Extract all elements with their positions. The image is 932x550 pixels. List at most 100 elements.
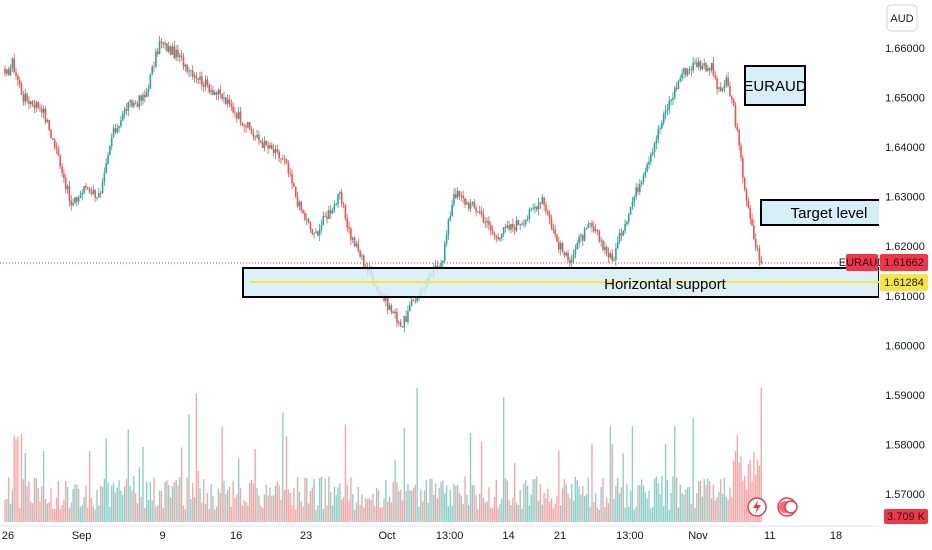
candle-body xyxy=(149,74,152,89)
candle-body xyxy=(48,120,50,131)
candle-body xyxy=(280,158,282,160)
target-level-box[interactable]: Target level xyxy=(760,199,886,226)
volume-bar xyxy=(491,508,494,522)
candle-body xyxy=(329,210,332,214)
volume-bar xyxy=(648,490,650,522)
volume-bar xyxy=(663,505,665,522)
candle-body xyxy=(396,311,398,323)
volume-bar xyxy=(335,495,337,522)
volume-bar xyxy=(158,490,161,522)
candle-body xyxy=(600,240,602,242)
volume-bar xyxy=(320,476,323,522)
candle-body xyxy=(412,299,415,301)
volume-bar xyxy=(138,467,141,522)
dividends-icon[interactable] xyxy=(777,497,798,517)
volume-bar xyxy=(694,508,696,522)
lightning-icon[interactable] xyxy=(747,497,767,517)
volume-bar xyxy=(580,494,582,522)
volume-bar xyxy=(144,507,146,522)
candle-body xyxy=(605,246,608,254)
volume-bar xyxy=(254,449,256,522)
candle-body xyxy=(29,101,32,104)
candle-body xyxy=(206,79,209,85)
candle-body xyxy=(622,231,625,236)
candle-body xyxy=(723,85,726,89)
volume-bar xyxy=(637,485,639,522)
candle-body xyxy=(515,220,518,231)
volume-badge: 3.709 K xyxy=(884,509,928,524)
volume-bar xyxy=(377,489,380,522)
candle-body xyxy=(523,223,525,225)
candle-body xyxy=(508,225,510,230)
candle-body xyxy=(219,89,222,94)
candle-body xyxy=(213,92,216,95)
volume-bar xyxy=(236,494,238,522)
volume-bar xyxy=(20,434,23,522)
volume-bar xyxy=(677,507,680,522)
volume-bar xyxy=(565,484,567,522)
volume-bar xyxy=(431,479,433,522)
candle-body xyxy=(677,80,680,89)
volume-bar xyxy=(41,486,43,522)
volume-bar xyxy=(287,489,290,522)
candle-body xyxy=(696,62,698,67)
volume-bar xyxy=(92,506,95,522)
candle-body xyxy=(672,97,674,100)
candle-body xyxy=(650,154,652,162)
volume-bar xyxy=(561,487,564,522)
volume-bar xyxy=(445,485,448,522)
volume-bar xyxy=(188,414,190,522)
candle-body xyxy=(271,145,273,150)
volume-bar xyxy=(664,444,667,522)
horizontal-support-zone[interactable]: Horizontal support xyxy=(242,267,880,298)
candle-body xyxy=(147,88,150,92)
candle-body xyxy=(59,155,61,167)
candle-body xyxy=(171,46,174,55)
candle-body xyxy=(745,189,748,201)
volume-bar xyxy=(650,508,652,522)
candle-body xyxy=(616,242,619,249)
volume-bar xyxy=(453,483,455,522)
candle-body xyxy=(28,100,30,104)
volume-bar xyxy=(399,489,402,522)
candle-body xyxy=(756,248,759,249)
candle-body xyxy=(491,230,494,234)
time-axis[interactable]: 26 Sep 9 16 23 Oct 13:00 14 21 13:00 Nov 11 18 xyxy=(0,525,879,542)
candle-body xyxy=(15,72,17,76)
volume-bar xyxy=(398,491,400,522)
candle-body xyxy=(197,78,199,80)
candle-body xyxy=(694,62,696,64)
volume-bar xyxy=(123,486,126,522)
candle-body xyxy=(18,80,21,85)
candle-body xyxy=(524,219,527,225)
volume-bar xyxy=(256,487,258,522)
volume-bar xyxy=(409,490,411,522)
volume-bar xyxy=(348,500,350,522)
candle-body xyxy=(133,103,135,107)
volume-bar xyxy=(208,508,210,522)
volume-bar xyxy=(37,487,39,522)
volume-bar xyxy=(42,451,45,522)
volume-bar xyxy=(326,505,328,522)
volume-bar xyxy=(339,483,341,522)
time-tick-label: Sep xyxy=(72,530,92,542)
volume-bar xyxy=(569,498,571,522)
candle-body xyxy=(397,322,400,323)
volume-bar xyxy=(344,424,347,522)
volume-bar xyxy=(293,487,295,522)
volume-bar xyxy=(258,495,260,522)
volume-bar xyxy=(576,480,578,522)
candle-body xyxy=(659,128,661,130)
candle-body xyxy=(407,311,409,322)
time-tick-label: 13:00 xyxy=(436,530,464,542)
candle-body xyxy=(215,92,218,95)
currency-button[interactable] xyxy=(886,4,918,32)
candle-body xyxy=(721,88,724,91)
volume-bar xyxy=(451,505,453,522)
volume-bar xyxy=(631,426,634,522)
volume-bar xyxy=(502,397,505,522)
volume-bar xyxy=(607,503,610,522)
volume-bar xyxy=(52,508,54,522)
candle-body xyxy=(72,203,74,206)
